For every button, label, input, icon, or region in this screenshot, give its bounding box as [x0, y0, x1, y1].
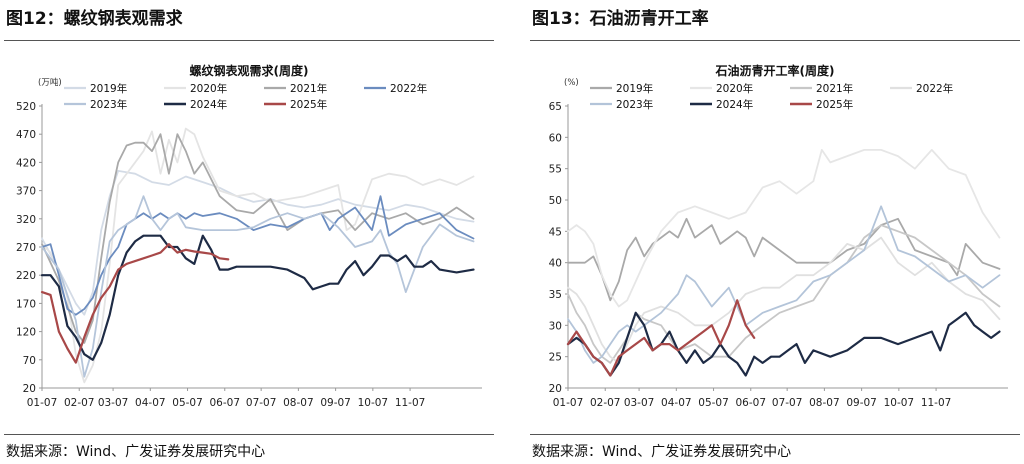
- y-tick-label: 220: [16, 270, 36, 282]
- y-tick-label: 45: [549, 226, 562, 238]
- figure-title: 图13：石油沥青开工率: [532, 9, 709, 29]
- series-line-2023: [567, 205, 1001, 364]
- legend-label-2020: 2020年: [190, 82, 227, 95]
- y-tick-label: 120: [16, 327, 36, 339]
- x-tick-label: 01-07: [553, 397, 584, 409]
- x-tick-label: 06-07: [736, 397, 767, 409]
- unit-label: (万吨): [38, 77, 62, 88]
- x-tick-label: 09-07: [320, 397, 351, 409]
- top-rule: [4, 40, 494, 41]
- x-tick-label: 07-07: [246, 397, 277, 409]
- y-tick-label: 40: [549, 258, 562, 270]
- figure-title: 图12：螺纹钢表观需求: [6, 9, 183, 29]
- legend-label-2021: 2021年: [290, 82, 327, 95]
- legend-label-2024: 2024年: [190, 98, 227, 111]
- x-tick-label: 04-07: [135, 397, 166, 409]
- x-tick-label: 03-07: [98, 397, 129, 409]
- bottom-rule: [4, 434, 494, 435]
- x-tick-label: 11-07: [395, 397, 426, 409]
- top-rule: [530, 40, 1020, 41]
- y-tick-label: 65: [549, 101, 562, 113]
- source-note: 数据来源：Wind、广发证券发展研究中心: [532, 444, 792, 460]
- series-line-2022: [567, 236, 1001, 364]
- legend-label-2020: 2020年: [716, 82, 753, 95]
- chart-title: 石油沥青开工率(周度): [715, 63, 835, 78]
- series-line-2025: [40, 243, 230, 364]
- y-tick-label: 420: [16, 157, 36, 169]
- legend-label-2021: 2021年: [816, 82, 853, 95]
- apparent-demand-chart: 螺纹钢表观需求(周度) (万吨) 2019年 2020年 2021年 2022年 2023年…: [16, 63, 482, 409]
- y-tick-label: 470: [16, 129, 36, 141]
- x-tick-label: 07-07: [772, 397, 803, 409]
- x-tick-label: 05-07: [698, 397, 729, 409]
- bottom-rule: [530, 434, 1020, 435]
- y-tick-label: 25: [549, 352, 562, 364]
- x-tick-label: 08-07: [809, 397, 840, 409]
- chart-title: 螺纹钢表观需求(周度): [190, 63, 309, 78]
- y-tick-label: 30: [549, 320, 562, 332]
- series-line-2024: [566, 311, 1001, 377]
- legend-label-2025: 2025年: [816, 98, 853, 111]
- y-tick-label: 20: [23, 383, 36, 395]
- y-tick-label: 70: [23, 355, 36, 367]
- y-tick-label: 320: [16, 214, 36, 226]
- series-line-2024: [40, 234, 475, 361]
- series-line-2025: [566, 299, 756, 377]
- x-tick-label: 02-07: [590, 397, 621, 409]
- series-line-2021: [41, 133, 475, 344]
- x-tick-label: 04-07: [661, 397, 692, 409]
- x-tick-label: 10-07: [358, 397, 389, 409]
- y-tick-label: 60: [549, 132, 562, 144]
- x-tick-label: 11-07: [921, 397, 952, 409]
- legend-label-2025: 2025年: [290, 98, 327, 111]
- series-line-2020: [567, 149, 1001, 308]
- asphalt-utilization-chart: 石油沥青开工率(周度) (%) 2019年 2020年 2021年 2022年 2023年 2…: [549, 63, 1008, 409]
- series-line-2022: [41, 195, 475, 316]
- series-line-2021: [567, 224, 1001, 364]
- series-line-2020: [41, 127, 475, 384]
- x-tick-label: 10-07: [884, 397, 915, 409]
- y-tick-label: 20: [549, 383, 562, 395]
- legend-label-2023: 2023年: [616, 98, 653, 111]
- legend-label-2022: 2022年: [916, 82, 953, 95]
- source-note: 数据来源：Wind、广发证券发展研究中心: [6, 444, 266, 460]
- unit-label: (%): [564, 78, 579, 88]
- y-tick-label: 520: [16, 101, 36, 113]
- x-tick-label: 05-07: [172, 397, 203, 409]
- legend-label-2019: 2019年: [90, 82, 127, 95]
- x-tick-label: 09-07: [846, 397, 877, 409]
- y-tick-label: 35: [549, 289, 562, 301]
- x-tick-label: 03-07: [624, 397, 655, 409]
- y-tick-label: 370: [16, 186, 36, 198]
- x-tick-label: 06-07: [210, 397, 241, 409]
- legend-label-2023: 2023年: [90, 98, 127, 111]
- y-tick-label: 170: [16, 298, 36, 310]
- y-tick-label: 270: [16, 242, 36, 254]
- x-tick-label: 01-07: [27, 397, 58, 409]
- legend-label-2022: 2022年: [390, 82, 427, 95]
- legend-label-2024: 2024年: [716, 98, 753, 111]
- figure-panel-right: 图13：石油沥青开工率 石油沥青开工率(周度) (%) 2019年 2020年 2021…: [530, 0, 1024, 464]
- series-line-2019: [567, 217, 1001, 302]
- legend-label-2019: 2019年: [616, 82, 653, 95]
- y-tick-label: 55: [549, 164, 562, 176]
- y-tick-label: 50: [549, 195, 562, 207]
- figure-panel-left: 图12：螺纹钢表观需求 螺纹钢表观需求(周度) (万吨) 2019年 2020年 202…: [4, 0, 500, 464]
- x-tick-label: 02-07: [64, 397, 95, 409]
- x-tick-label: 08-07: [283, 397, 314, 409]
